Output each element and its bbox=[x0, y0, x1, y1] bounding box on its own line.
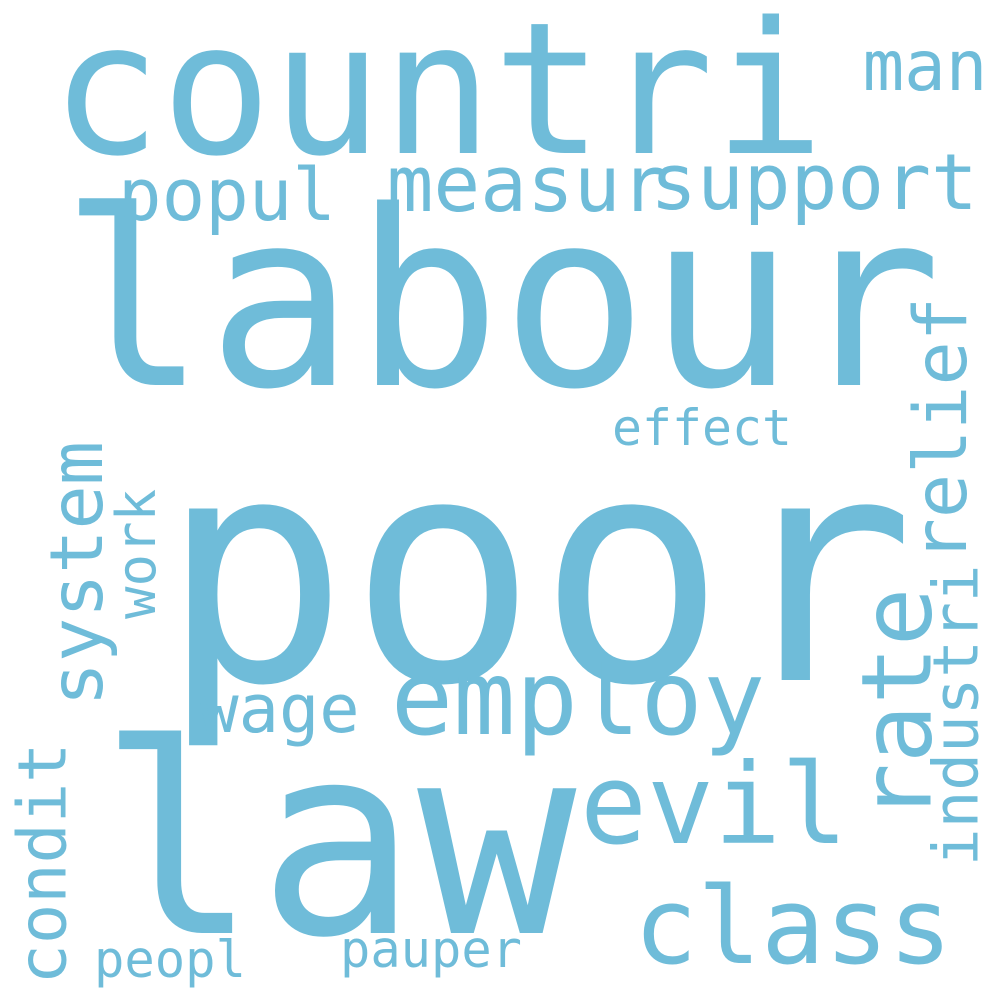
word-pauper: pauper bbox=[340, 919, 522, 979]
word-law: law bbox=[98, 688, 577, 997]
word-peopl: peopl bbox=[94, 929, 246, 989]
word-measur: measur bbox=[386, 140, 668, 231]
word-class: class bbox=[633, 865, 953, 989]
word-evil: evil bbox=[580, 741, 848, 871]
word-popul: popul bbox=[118, 153, 336, 238]
word-countri: countri bbox=[50, 0, 825, 198]
word-poor: poor bbox=[160, 389, 915, 755]
word-relief: relief bbox=[899, 297, 985, 563]
word-wage: wage bbox=[198, 669, 360, 748]
word-work: work bbox=[104, 488, 168, 620]
word-labour: labour bbox=[60, 157, 942, 443]
word-man: man bbox=[862, 27, 988, 108]
word-support: support bbox=[650, 138, 978, 229]
word-system: system bbox=[35, 441, 121, 707]
word-industri: industri bbox=[919, 564, 993, 866]
word-condit: condit bbox=[3, 742, 82, 984]
word-effect: effect bbox=[612, 399, 792, 458]
word-employ: employ bbox=[390, 639, 766, 760]
